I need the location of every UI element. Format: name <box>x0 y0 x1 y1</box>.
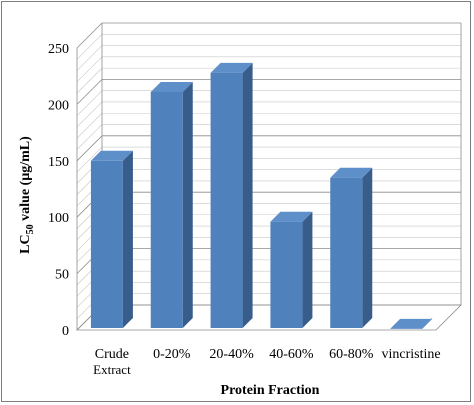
x-tick-label: 20-40% <box>209 347 254 362</box>
x-tick-label: Crude Extract <box>93 347 131 377</box>
y-tick-label: 0 <box>62 324 69 339</box>
bar-5 <box>390 318 433 329</box>
y-axis-title: LC50 value (µg/mL) <box>18 136 36 254</box>
y-tick-label: 100 <box>48 211 69 226</box>
gridline-minor-side <box>76 146 103 173</box>
gridline-side-3 <box>76 135 103 162</box>
y-tick-labels: 0 50 100 150 200 250 <box>48 42 69 339</box>
x-tick-label-line: 20-40% <box>209 347 254 362</box>
x-tick-label-line: Extract <box>93 362 131 377</box>
bar-front-1 <box>150 91 183 328</box>
bar-2 <box>210 62 253 328</box>
x-tick-labels: Crude Extract 0-20% 20-40% 40-60% 60-80% vincr… <box>93 347 440 377</box>
bar-side-1 <box>182 81 193 328</box>
gridline-minor-side <box>76 56 103 83</box>
y-tick-label: 50 <box>55 268 69 283</box>
y-tick-label: 200 <box>48 98 69 113</box>
gridline-side-5 <box>76 22 103 49</box>
bar-top-2 <box>210 62 253 73</box>
bar-side-4 <box>362 167 373 328</box>
y-tick-label: 250 <box>48 42 69 57</box>
y-axis-title-sub: 50 <box>25 224 36 234</box>
x-axis-title: Protein Fraction <box>221 383 320 398</box>
gridline-minor-side <box>76 90 103 116</box>
x-tick-label: 0-20% <box>153 347 191 362</box>
x-tick-label: 40-60% <box>269 347 314 362</box>
y-axis-title-pre: LC <box>18 234 33 253</box>
y-tick-label: 150 <box>48 155 69 170</box>
gridline-minor-side <box>76 101 103 128</box>
bar-top-4 <box>330 167 373 178</box>
x-tick-label-line: 0-20% <box>153 347 191 362</box>
bar-top-0 <box>90 150 133 161</box>
bar-front-2 <box>210 72 243 328</box>
x-tick-label-line: 40-60% <box>269 347 314 362</box>
bar-side-2 <box>242 62 253 328</box>
bar-front-4 <box>330 177 363 328</box>
bar-side-3 <box>302 211 313 328</box>
gridline-minor-side <box>76 113 103 139</box>
bar-top-1 <box>150 81 193 92</box>
gridline-minor-side <box>76 34 103 60</box>
bar-4 <box>330 167 373 328</box>
bar-side-0 <box>122 150 133 328</box>
y-axis-title-post: value (µg/mL) <box>18 136 33 225</box>
x-tick-label: vincristine <box>382 347 441 362</box>
bar-front-3 <box>270 221 303 328</box>
bar-top-3 <box>270 211 313 222</box>
x-tick-label-line: Crude <box>95 347 129 362</box>
x-tick-label: 60-80% <box>329 347 374 362</box>
bar-0 <box>90 150 133 328</box>
x-tick-label-line: 60-80% <box>329 347 374 362</box>
gridline-minor-side <box>76 124 103 150</box>
bar-top-5 <box>390 318 433 329</box>
gridline-side-4 <box>76 79 103 105</box>
bar-1 <box>150 81 193 328</box>
gridline-minor-side <box>76 67 103 94</box>
bar-front-0 <box>90 160 123 328</box>
grid-layer <box>76 22 462 331</box>
bars-layer <box>90 62 433 329</box>
gridline-minor-side <box>76 45 103 71</box>
bar-3 <box>270 211 313 328</box>
x-tick-label-line: vincristine <box>382 347 441 362</box>
